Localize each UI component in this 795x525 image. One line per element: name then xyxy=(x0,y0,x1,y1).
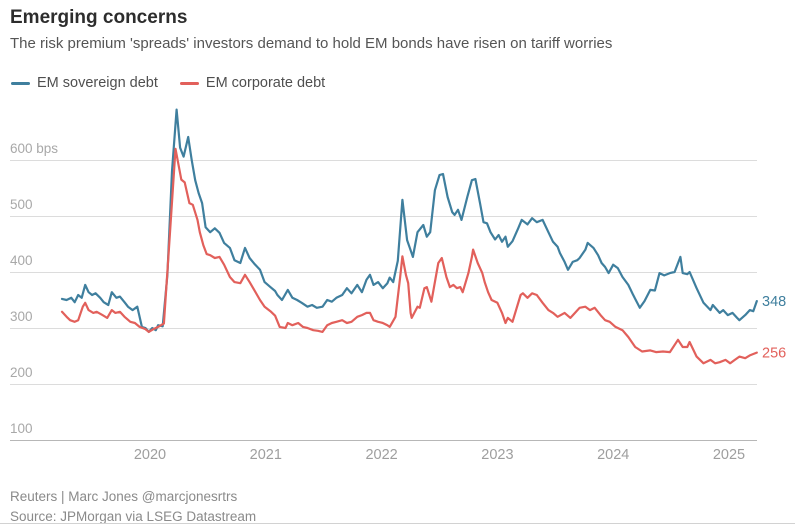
chart-subtitle: The risk premium 'spreads' investors dem… xyxy=(10,35,613,52)
x-tick-label-2022: 2022 xyxy=(365,447,397,463)
x-tick-label-2020: 2020 xyxy=(134,447,166,463)
bottom-divider xyxy=(0,523,795,524)
legend-label-corporate: EM corporate debt xyxy=(205,75,326,91)
y-tick-label-500: 500 xyxy=(10,197,33,212)
x-tick-label-2024: 2024 xyxy=(597,447,629,463)
credit-line: Reuters | Marc Jones @marcjonesrtrs xyxy=(10,489,238,504)
x-tick-label-2023: 2023 xyxy=(481,447,513,463)
legend-label-sovereign: EM sovereign debt xyxy=(37,75,158,91)
legend-item-sovereign: EM sovereign debt xyxy=(11,75,158,91)
source-line: Source: JPMorgan via LSEG Datastream xyxy=(10,509,257,524)
x-tick-label-2021: 2021 xyxy=(250,447,282,463)
end-label-sovereign: 348 xyxy=(762,294,786,310)
y-tick-label-300: 300 xyxy=(10,309,33,324)
y-tick-label-100: 100 xyxy=(10,421,33,436)
corporate-line-swatch-icon xyxy=(179,81,199,85)
plot-area: 600 bps 500 400 300 200 100 2020 2021 2022 2023 20… xyxy=(10,108,786,463)
corporate-spread-line xyxy=(60,147,758,365)
y-tick-label-200: 200 xyxy=(10,365,33,380)
end-label-corporate: 256 xyxy=(762,346,786,362)
sovereign-line-swatch-icon xyxy=(11,81,30,85)
y-tick-label-400: 400 xyxy=(10,253,33,268)
legend-item-corporate: EM corporate debt xyxy=(179,75,326,91)
chart-legend: EM sovereign debt EM corporate debt xyxy=(11,75,325,91)
x-tick-label-2025: 2025 xyxy=(713,447,745,463)
y-tick-label-600: 600 bps xyxy=(10,141,58,156)
page-title: Emerging concerns xyxy=(10,7,188,28)
